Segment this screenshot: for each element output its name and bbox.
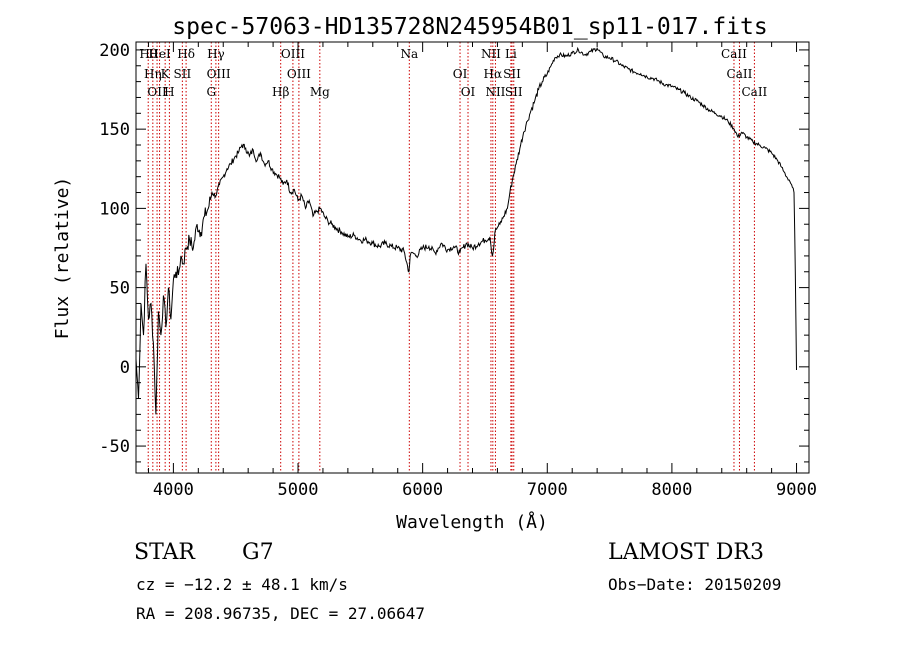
spectral-line-label: Li <box>505 47 517 61</box>
spectral-lines-layer <box>147 42 755 473</box>
spectral-line-label: G <box>206 85 216 99</box>
spectral-line-label: H <box>164 85 174 99</box>
subclass-label: G7 <box>242 540 274 565</box>
spectral-line-label: OI <box>453 67 468 81</box>
spectral-line-label: NII <box>481 47 501 61</box>
spectral-line-label: Hγ <box>207 47 225 61</box>
y-tick-label: 150 <box>99 120 130 140</box>
plot-frame <box>135 41 810 474</box>
x-tick-label: 4000 <box>153 480 194 500</box>
spectral-line-labels: Hθ Hη OII HeI KH Hδ SII G Hγ OIII Hβ OIII OIII Mg Na OI… <box>139 47 767 99</box>
y-tick-label: 0 <box>120 358 130 378</box>
spectral-line-label: CaII <box>721 47 747 61</box>
spectral-line-label: Hδ <box>177 47 195 61</box>
spectral-line-label: SII <box>174 67 192 81</box>
spectral-line-label: K <box>161 67 171 81</box>
spectral-line-label: OII <box>147 85 167 99</box>
x-tick-label: 8000 <box>651 480 692 500</box>
y-tick-label: 50 <box>110 279 130 299</box>
x-tick-label: 5000 <box>278 480 319 500</box>
spectral-line-label: Hη <box>144 67 162 81</box>
chart-title: spec-57063-HD135728N245954B01_sp11-017.f… <box>172 14 767 40</box>
spectral-line-label: CaII <box>741 85 767 99</box>
spectral-line-label: Na <box>400 47 418 61</box>
spectral-line-label: SII <box>505 85 523 99</box>
y-tick-label: -50 <box>99 437 130 457</box>
redshift-text: cz = −12.2 ± 48.1 km/s <box>136 575 348 594</box>
obs-date-text: Obs−Date: 20150209 <box>608 575 781 594</box>
y-axis-label: Flux (relative) <box>52 177 73 340</box>
star-type-label: STAR <box>134 540 196 565</box>
x-tick-label: 6000 <box>402 480 443 500</box>
survey-label: LAMOST DR3 <box>608 540 764 565</box>
y-tick-label: 200 <box>99 41 130 61</box>
y-tick-label: 100 <box>99 199 130 219</box>
spectral-line-label: Hα <box>484 67 503 81</box>
axis-ticks: 4000 5000 6000 7000 8000 9000 -50 0 50 100 150 200 <box>99 41 817 500</box>
flux-series-line <box>135 46 797 415</box>
spectral-line-label: OIII <box>281 47 305 61</box>
x-axis-label: Wavelength (Å) <box>396 511 548 533</box>
spectral-line-label: OIII <box>287 67 311 81</box>
spectral-line-label: HeI <box>148 47 171 61</box>
spectral-line-label: NII <box>485 85 505 99</box>
spectral-line-label: OIII <box>207 67 231 81</box>
spectral-line-label: Hβ <box>272 85 289 99</box>
x-tick-label: 7000 <box>527 480 568 500</box>
spectral-line-label: SII <box>503 67 521 81</box>
spectral-line-label: Hθ <box>139 47 157 61</box>
spectral-line-label: CaII <box>727 67 753 81</box>
spectral-line-label: OI <box>461 85 476 99</box>
spectral-line-label: Mg <box>310 85 330 99</box>
x-tick-label: 9000 <box>776 480 817 500</box>
coordinates-text: RA = 208.96735, DEC = 27.06647 <box>136 604 425 623</box>
